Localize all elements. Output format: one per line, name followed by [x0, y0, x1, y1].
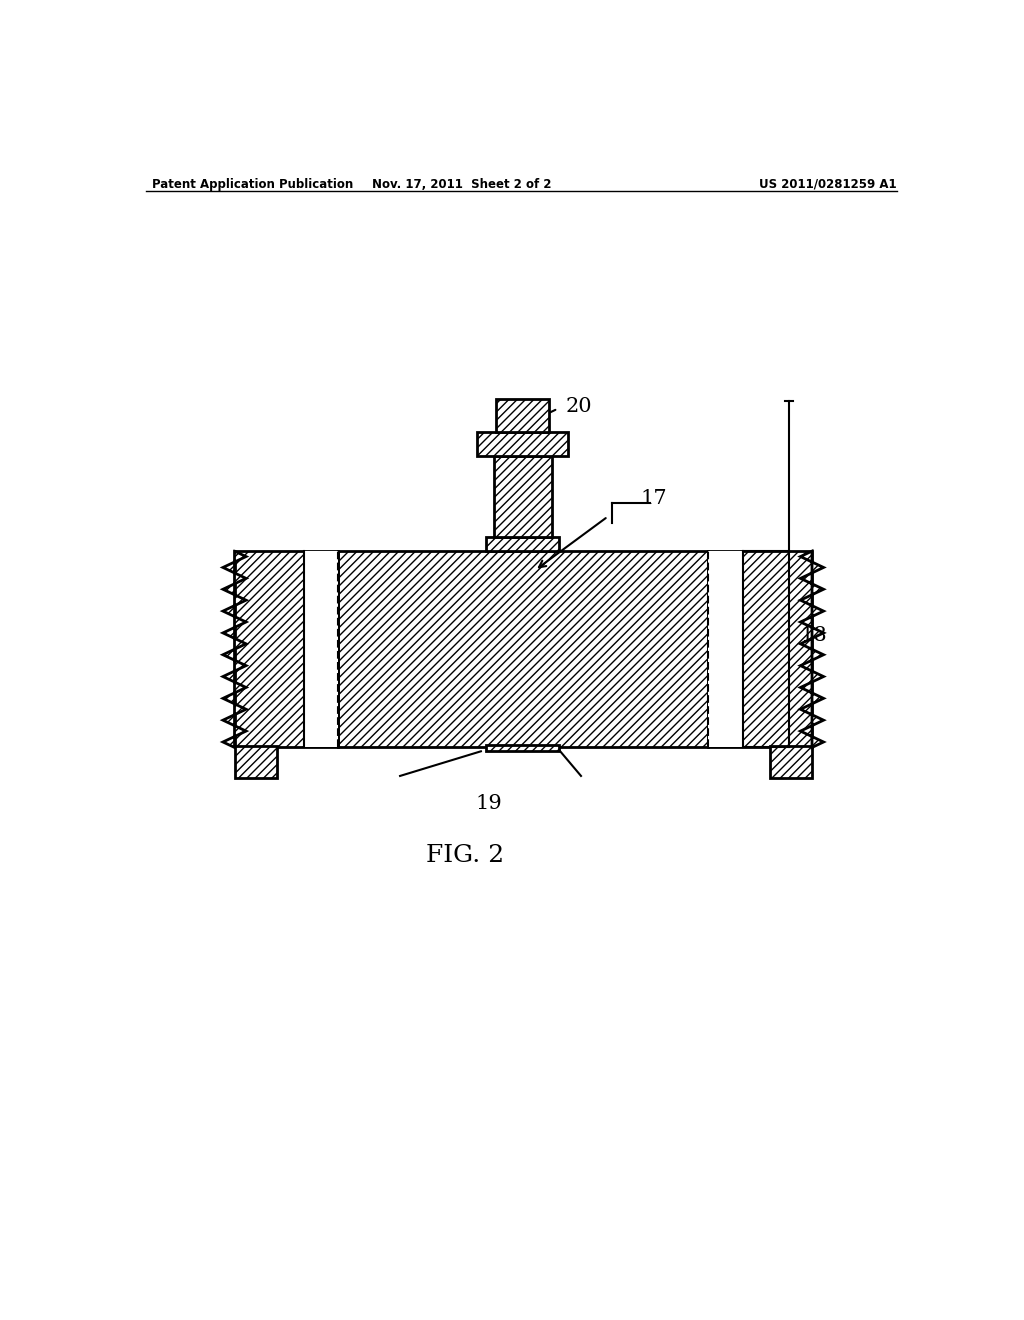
- Text: 20: 20: [565, 397, 592, 416]
- Bar: [708, 552, 742, 747]
- Bar: [486, 744, 559, 751]
- Text: 18: 18: [801, 626, 827, 645]
- Bar: [339, 552, 708, 747]
- Text: 19: 19: [475, 793, 502, 813]
- Bar: [477, 432, 568, 457]
- Text: 17: 17: [640, 490, 667, 508]
- Bar: [486, 537, 559, 552]
- Text: FIG. 2: FIG. 2: [426, 843, 505, 867]
- Polygon shape: [801, 552, 823, 747]
- Text: Nov. 17, 2011  Sheet 2 of 2: Nov. 17, 2011 Sheet 2 of 2: [372, 178, 551, 190]
- Bar: [708, 552, 812, 747]
- Bar: [234, 552, 339, 747]
- Text: US 2011/0281259 A1: US 2011/0281259 A1: [759, 178, 897, 190]
- Bar: [770, 746, 812, 779]
- Text: Patent Application Publication: Patent Application Publication: [153, 178, 353, 190]
- Polygon shape: [223, 552, 246, 747]
- Bar: [494, 457, 552, 537]
- Bar: [304, 552, 339, 747]
- Bar: [234, 746, 276, 779]
- Bar: [496, 400, 550, 432]
